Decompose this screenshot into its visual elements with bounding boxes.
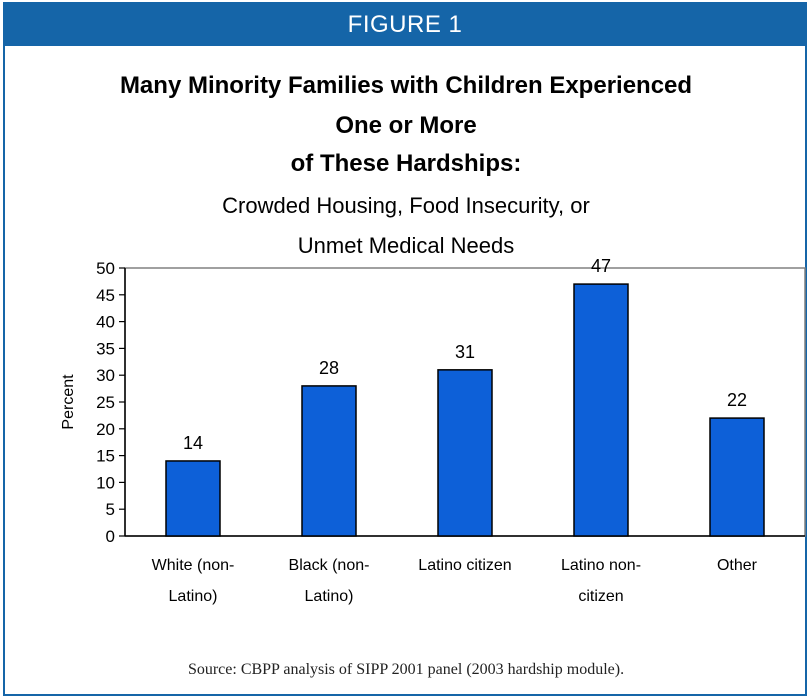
chart-subtitle-line-1: Crowded Housing, Food Insecurity, or [222, 193, 590, 218]
bar [709, 417, 765, 537]
y-tick-label: 30 [96, 366, 115, 385]
figure-label: FIGURE 1 [5, 4, 805, 46]
chart-subtitle-line-2: Unmet Medical Needs [297, 233, 515, 258]
y-tick-label: 15 [96, 447, 115, 466]
bar [301, 385, 357, 537]
data-label: 31 [455, 342, 475, 362]
data-label: 14 [183, 433, 203, 453]
y-tick-label: 10 [96, 473, 115, 492]
figure-frame: FIGURE 1 [3, 2, 807, 696]
y-tick-label: 20 [96, 420, 115, 439]
y-tick-label: 25 [96, 393, 115, 412]
bar [165, 460, 221, 537]
chart-title-line-2: One or More [335, 112, 477, 139]
x-tick-label: Latino non- [561, 557, 641, 574]
y-tick-label: 40 [96, 313, 115, 332]
data-label: 47 [591, 256, 611, 276]
y-tick-label: 45 [96, 286, 115, 305]
x-tick-label: citizen [578, 588, 623, 605]
x-tick-label: Latino citizen [418, 557, 511, 574]
chart-title-line-3: of These Hardships: [290, 150, 522, 177]
x-tick-label: Black (non- [289, 557, 370, 574]
bar [573, 283, 629, 537]
y-axis-title: Percent [60, 374, 77, 430]
x-tick-label: Latino) [169, 588, 218, 605]
data-label: 28 [319, 358, 339, 378]
x-tick-label: White (non- [152, 557, 235, 574]
x-tick-label: Other [717, 557, 758, 574]
data-label: 22 [727, 390, 747, 410]
y-tick-label: 35 [96, 339, 115, 358]
y-tick-label: 50 [96, 259, 115, 278]
y-tick-label: 5 [106, 500, 115, 519]
source-note: Source: CBPP analysis of SIPP 2001 panel… [187, 661, 625, 678]
y-tick-label: 0 [106, 527, 115, 546]
chart-title-line-1: Many Minority Families with Children Exp… [119, 72, 693, 99]
x-tick-label: Latino) [305, 588, 354, 605]
bar [437, 369, 493, 537]
